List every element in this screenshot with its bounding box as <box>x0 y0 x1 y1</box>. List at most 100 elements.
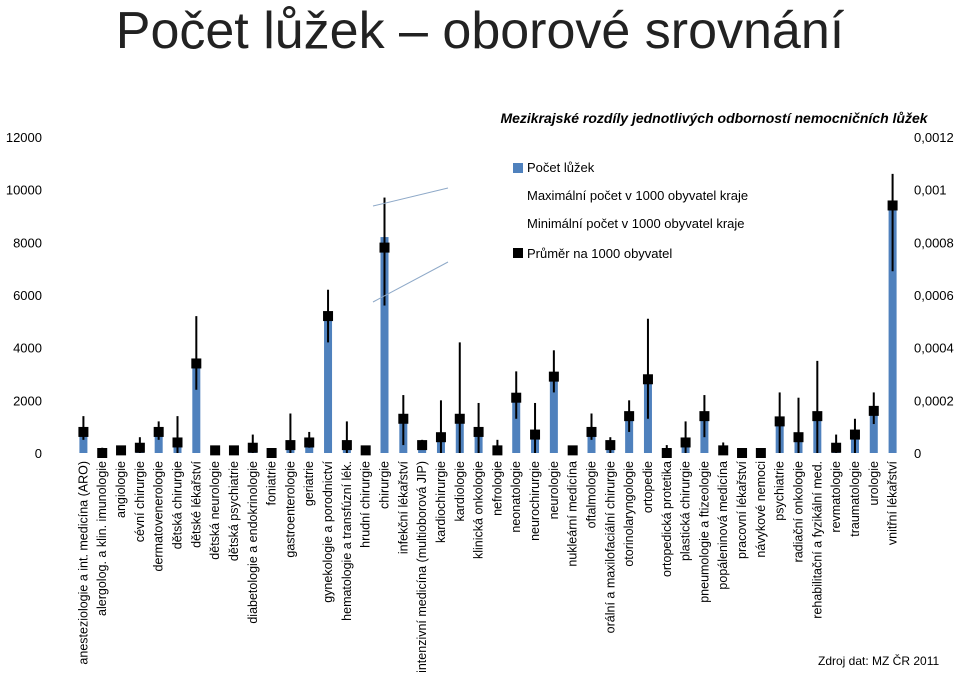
average-marker <box>266 448 277 458</box>
bar <box>587 430 596 453</box>
right-tick-label: 0 <box>914 446 921 461</box>
x-tick-label: vnitřní lékařství <box>886 460 900 545</box>
x-tick-label: cévní chirurgie <box>133 461 147 542</box>
legend-label-min: Minimální počet v 1000 obyvatel kraje <box>527 216 745 231</box>
average-marker <box>473 426 484 437</box>
x-tick-label: neonatologie <box>509 461 523 533</box>
right-tick-label: 0,0008 <box>914 235 954 250</box>
average-marker <box>492 445 503 456</box>
x-tick-label: revmatologie <box>829 461 843 533</box>
x-tick-label: pracovní lékařství <box>735 460 749 558</box>
x-tick-label: diabetologie a endokrinologie <box>246 461 260 624</box>
average-marker <box>774 416 785 427</box>
x-tick-label: plastická chirurgie <box>679 461 693 561</box>
bar <box>79 431 88 453</box>
x-tick-label: rehabilitační a fyzikální med. <box>810 461 824 619</box>
left-tick-label: 0 <box>35 446 42 461</box>
x-tick-label: dětské lékařství <box>189 460 203 547</box>
right-tick-label: 0,001 <box>914 183 947 198</box>
range-series <box>82 173 894 453</box>
callout-line-bottom <box>372 261 449 303</box>
x-tick-label: kardiologie <box>453 461 467 522</box>
average-marker <box>304 437 315 448</box>
average-marker <box>680 437 691 448</box>
average-marker <box>153 426 164 437</box>
bar <box>380 237 389 453</box>
legend: Počet lůžek Maximální počet v 1000 obyva… <box>372 160 748 303</box>
average-marker <box>341 440 352 451</box>
average-marker <box>849 429 860 440</box>
x-axis-labels: anesteziologie a int. medicína (ARO) aler… <box>76 460 899 672</box>
x-tick-label: ortopedická protetika <box>660 461 674 577</box>
x-tick-label: ortopedie <box>641 461 655 513</box>
average-marker <box>661 448 672 458</box>
left-tick-label: 8000 <box>13 235 42 250</box>
average-marker <box>755 448 766 458</box>
x-tick-label: urologie <box>867 461 881 506</box>
average-marker <box>718 445 729 456</box>
average-marker <box>210 445 221 456</box>
x-tick-label: dětská psychiatrie <box>227 461 241 561</box>
bar <box>888 205 897 453</box>
bar-series <box>79 205 897 453</box>
x-tick-label: oftalmologie <box>585 461 599 528</box>
legend-label-bars: Počet lůžek <box>527 160 595 175</box>
x-tick-label: foniatrie <box>265 461 279 506</box>
average-marker <box>172 437 183 448</box>
average-marker <box>887 200 898 211</box>
average-marker <box>78 426 89 437</box>
x-tick-label: kardiochirurgie <box>434 461 448 543</box>
x-tick-label: radiační onkologie <box>792 461 806 563</box>
x-tick-label: hrudní chirurgie <box>359 461 373 548</box>
average-marker <box>699 411 710 422</box>
left-tick-label: 6000 <box>13 288 42 303</box>
average-marker <box>548 371 559 382</box>
legend-label-max: Maximální počet v 1000 obyvatel kraje <box>527 188 748 203</box>
x-tick-label: orální a maxilofaciální chirurgie <box>603 461 617 633</box>
x-tick-label: geriatrie <box>302 461 316 506</box>
legend-swatch-average <box>513 248 523 258</box>
bar <box>192 366 201 453</box>
x-tick-label: dermatovenerologie <box>152 461 166 572</box>
average-marker <box>398 413 409 424</box>
average-marker <box>605 440 616 451</box>
average-marker <box>642 374 653 385</box>
average-marker <box>435 432 446 443</box>
x-tick-label: intenzivní medicína (multioborová JIP) <box>415 461 429 673</box>
legend-label-average: Průměr na 1000 obyvatel <box>527 246 672 261</box>
x-tick-label: nukleární medicína <box>566 461 580 567</box>
average-marker <box>567 445 578 456</box>
average-marker <box>191 358 202 369</box>
average-marker <box>530 429 541 440</box>
right-y-axis: 0 0,0002 0,0004 0,0006 0,0008 0,001 0,0012 <box>914 130 954 461</box>
x-tick-label: dětská chirurgie <box>171 461 185 549</box>
average-marker <box>831 442 842 453</box>
average-marker <box>793 432 804 443</box>
left-tick-label: 12000 <box>6 130 42 145</box>
x-tick-label: angiologie <box>114 461 128 518</box>
bar <box>549 375 558 453</box>
x-tick-label: neurochirurgie <box>528 461 542 541</box>
x-tick-label: gynekologie a porodnictví <box>321 460 335 602</box>
x-tick-label: alergolog. a klin. imunologie <box>95 461 109 616</box>
bar <box>869 410 878 453</box>
right-tick-label: 0,0012 <box>914 130 954 145</box>
average-marker <box>97 448 108 458</box>
chart-title: Mezikrajské rozdíly jednotlivých odborno… <box>500 110 928 126</box>
source-note: Zdroj dat: MZ ČR 2011 <box>818 654 940 668</box>
x-tick-label: traumatologie <box>848 461 862 537</box>
average-marker <box>868 405 879 416</box>
x-tick-label: pneumologie a ftizeologie <box>697 461 711 603</box>
bar <box>512 397 521 453</box>
x-tick-label: anesteziologie a int. medicína (ARO) <box>76 461 90 665</box>
average-marker <box>228 445 239 456</box>
x-tick-label: dětská neurologie <box>208 461 222 560</box>
x-tick-label: infekční lékařství <box>396 460 410 554</box>
average-marker <box>323 311 334 322</box>
average-marker <box>360 445 371 456</box>
left-tick-label: 2000 <box>13 393 42 408</box>
x-tick-label: gastroenterologie <box>283 461 297 558</box>
average-marker <box>737 448 748 458</box>
x-tick-label: návykové nemoci <box>754 461 768 558</box>
